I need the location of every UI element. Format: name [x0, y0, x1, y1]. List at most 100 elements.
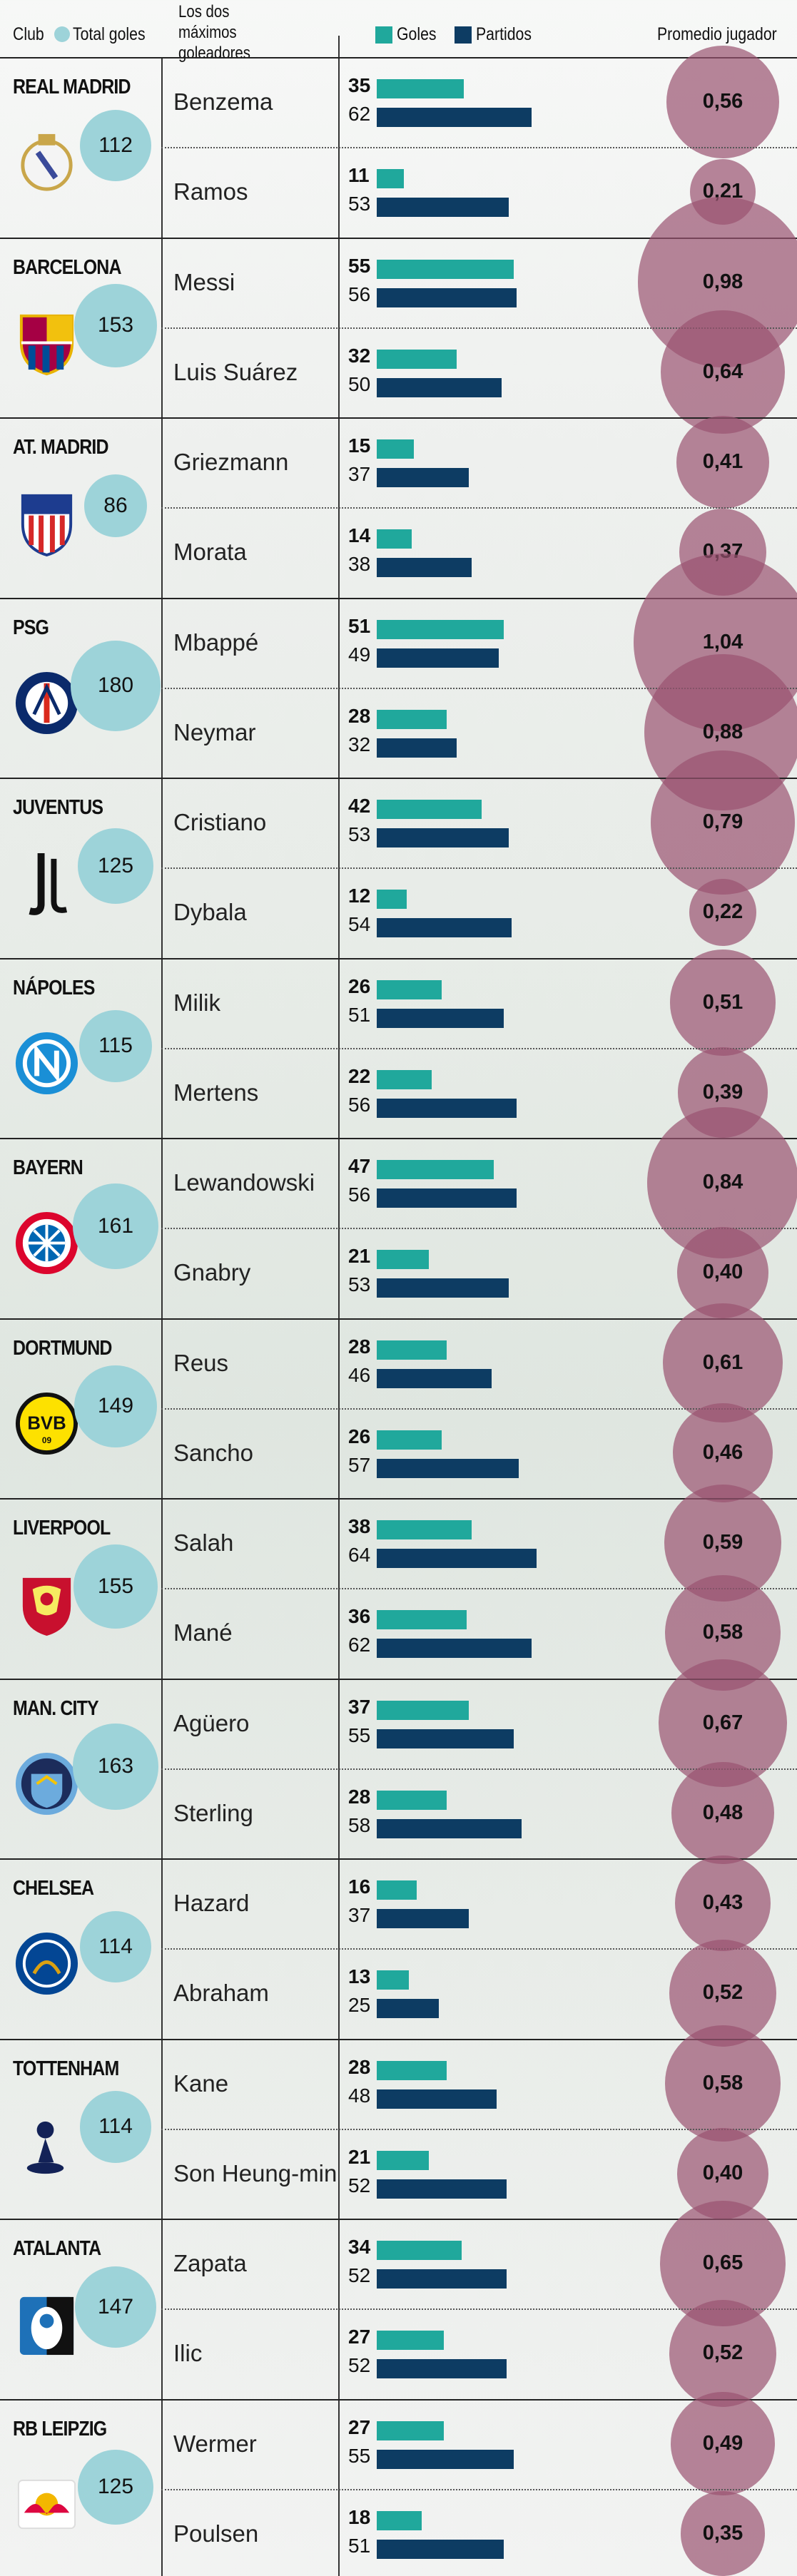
- player-separator: [161, 1228, 797, 1230]
- matches-value: 62: [348, 1634, 371, 1656]
- player-name: Wermer: [173, 2430, 257, 2457]
- average-circle: [675, 1855, 771, 1951]
- club-separator: [0, 2398, 797, 2401]
- player-separator: [161, 1407, 797, 1410]
- goals-value: 12: [348, 885, 371, 907]
- goals-value: 37: [348, 1695, 371, 1718]
- goals-bar: [377, 1069, 432, 1089]
- club-separator: [0, 778, 797, 779]
- club-separator: [0, 597, 797, 599]
- matches-bar: [377, 108, 532, 127]
- average-circle: [689, 879, 756, 946]
- player-name: Morata: [173, 539, 247, 565]
- total-goals-man-city: 163: [72, 1724, 159, 1810]
- matches-value: 49: [348, 643, 371, 666]
- goals-value: 11: [348, 164, 370, 186]
- matches-value: 53: [348, 1273, 371, 1295]
- club-name-real-madrid: REAL MADRID: [13, 76, 131, 98]
- matches-bar: [377, 1008, 504, 1028]
- player-name: Kane: [173, 2070, 229, 2097]
- matches-bar: [377, 2089, 497, 2109]
- total-goals-napoli: 115: [79, 1009, 152, 1083]
- player-name: Mertens: [173, 1079, 259, 1106]
- goals-value: 27: [348, 2326, 371, 2348]
- matches-value: 54: [348, 913, 371, 935]
- matches-bar: [377, 1729, 514, 1748]
- tottenham-crest-icon: [13, 2110, 81, 2178]
- goals-value: 21: [348, 2145, 371, 2168]
- total-goals-barcelona: 153: [73, 284, 158, 367]
- club-separator: [0, 1498, 797, 1500]
- club-name-tottenham: TOTTENHAM: [13, 2057, 119, 2080]
- goals-value: 34: [348, 2236, 371, 2258]
- club-name-dortmund: DORTMUND: [13, 1336, 112, 1360]
- average-value: 0,49: [702, 2431, 743, 2455]
- matches-bar: [377, 2269, 507, 2289]
- goals-bar: [377, 1610, 467, 1629]
- goals-bar: [377, 1790, 447, 1810]
- player-name: Mbappé: [173, 628, 259, 656]
- matches-bar: [377, 2179, 507, 2199]
- player-name: Agüero: [173, 1709, 250, 1736]
- club-separator: [0, 1858, 797, 1860]
- goals-bar: [377, 1970, 410, 1990]
- psg-crest-icon: [13, 669, 81, 737]
- player-separator: [161, 1588, 797, 1590]
- club-name-atletico: AT. MADRID: [13, 436, 108, 459]
- goals-value: 27: [348, 2415, 371, 2438]
- average-circle: [666, 45, 780, 159]
- matches-bar: [377, 1909, 469, 1928]
- club-separator: [0, 1138, 797, 1139]
- divider-player-column: [338, 36, 340, 2576]
- club-separator: [0, 237, 797, 239]
- club-name-bayern: BAYERN: [13, 1156, 83, 1179]
- header-total-goals-label: Total goles: [73, 24, 146, 44]
- average-circle: [664, 2025, 781, 2142]
- matches-bar: [377, 918, 512, 937]
- matches-value: 37: [348, 1904, 371, 1926]
- club-separator: [0, 1318, 797, 1320]
- player-name: Luis Suárez: [173, 358, 298, 385]
- leipzig-crest-icon: [13, 2470, 81, 2538]
- juventus-crest-icon: [13, 849, 81, 917]
- average-value: 0,67: [702, 1711, 743, 1734]
- goals-bar: [377, 2510, 422, 2530]
- goals-value: 55: [348, 254, 371, 277]
- goals-value: 28: [348, 1335, 371, 1358]
- goals-value: 28: [348, 704, 371, 727]
- matches-bar: [377, 1818, 522, 1838]
- goals-bar: [377, 1430, 442, 1450]
- matches-bar: [377, 648, 499, 668]
- player-separator: [161, 2488, 797, 2491]
- average-circle: [676, 416, 769, 509]
- player-separator: [161, 507, 797, 509]
- player-name: Benzema: [173, 88, 273, 115]
- matches-bar: [377, 468, 469, 487]
- divider-club-column: [161, 57, 163, 2576]
- goals-value: 38: [348, 1515, 371, 1537]
- total-goals-atletico: 86: [84, 474, 147, 537]
- goals-bar: [377, 1340, 447, 1360]
- average-value: 0,22: [702, 900, 743, 923]
- club-separator: [0, 957, 797, 959]
- goals-bar: [377, 259, 514, 279]
- bayern-crest-icon: [13, 1209, 81, 1277]
- player-separator: [161, 867, 797, 870]
- player-separator: [161, 2128, 797, 2131]
- header-average-label: Promedio jugador: [657, 24, 777, 44]
- goals-bar: [377, 79, 465, 98]
- matches-value: 32: [348, 733, 371, 755]
- matches-value: 55: [348, 1724, 371, 1746]
- matches-value: 62: [348, 103, 371, 125]
- player-name: Zapata: [173, 2250, 247, 2276]
- club-separator: [0, 417, 797, 419]
- average-value: 0,40: [702, 1261, 743, 1283]
- goals-value: 35: [348, 74, 371, 96]
- goals-bar: [377, 800, 482, 819]
- club-name-man-city: MAN. CITY: [13, 1696, 99, 1720]
- player-name: Sterling: [173, 1799, 253, 1826]
- matches-bar: [377, 558, 472, 577]
- matches-value: 58: [348, 1813, 371, 1836]
- man-city-crest-icon: [13, 1750, 81, 1818]
